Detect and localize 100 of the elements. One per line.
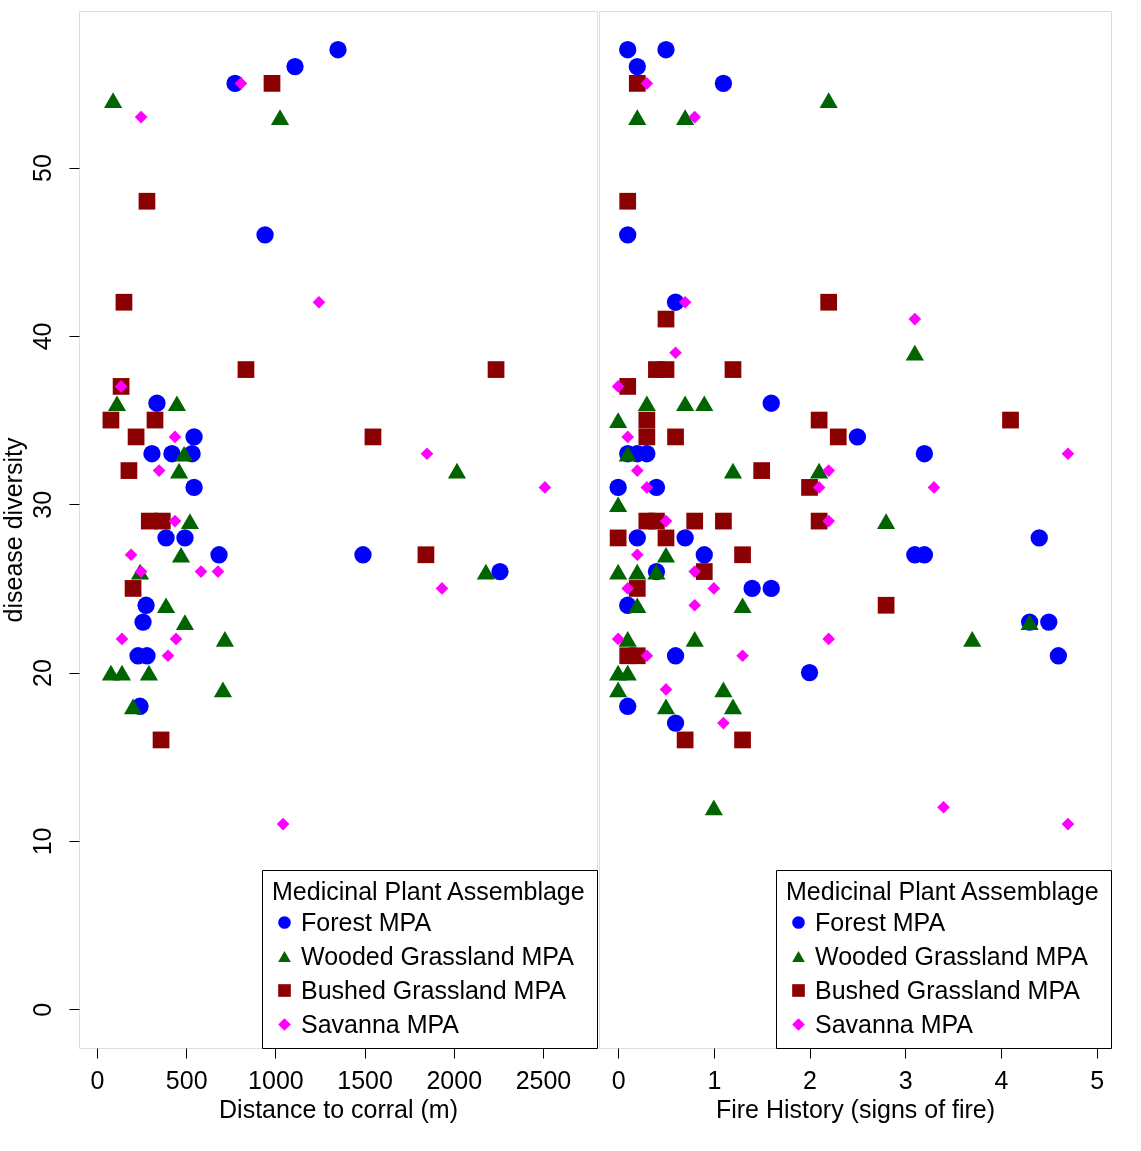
point <box>171 546 191 563</box>
point <box>628 109 647 125</box>
point <box>734 731 751 749</box>
x-tick-label: 1000 <box>248 1065 304 1094</box>
point <box>657 361 675 378</box>
point <box>115 293 133 311</box>
point <box>667 428 684 446</box>
point <box>822 514 836 528</box>
point <box>134 613 152 631</box>
legend-label: Wooded Grassland MPA <box>815 941 1089 970</box>
point <box>628 57 646 76</box>
point <box>753 462 771 479</box>
point <box>161 649 175 663</box>
point <box>215 631 234 647</box>
point <box>169 462 189 479</box>
point <box>915 445 934 463</box>
point <box>820 293 838 311</box>
point <box>609 478 627 497</box>
point <box>134 565 148 578</box>
point <box>447 462 467 479</box>
point <box>801 479 818 496</box>
point <box>736 649 749 663</box>
point <box>676 529 694 547</box>
point <box>102 411 120 429</box>
point <box>848 428 867 446</box>
point <box>609 529 627 547</box>
point <box>115 632 129 646</box>
x-tick-label: 2500 <box>515 1065 572 1094</box>
point <box>168 430 182 444</box>
point <box>905 344 924 361</box>
point <box>174 445 194 462</box>
point <box>669 346 682 360</box>
point <box>762 394 780 412</box>
point <box>621 582 635 595</box>
point <box>185 428 203 446</box>
point <box>124 580 142 597</box>
point <box>169 632 183 646</box>
point <box>657 41 675 59</box>
point <box>124 548 138 562</box>
point <box>704 799 723 816</box>
point <box>723 462 743 479</box>
legend-label: Forest MPA <box>815 907 946 936</box>
point <box>157 529 175 547</box>
x-tick-label: 3 <box>898 1065 913 1094</box>
point <box>688 565 702 578</box>
legend-label: Forest MPA <box>301 907 432 936</box>
point <box>819 92 838 109</box>
point <box>163 445 181 463</box>
point <box>877 513 896 529</box>
x-tick-label: 5 <box>1090 1065 1105 1094</box>
y-tick-label: 10 <box>27 827 56 856</box>
point <box>237 361 255 378</box>
point <box>1002 411 1019 429</box>
point <box>676 109 695 125</box>
point <box>822 632 836 646</box>
point <box>286 57 304 76</box>
point <box>127 428 145 446</box>
point <box>640 649 654 663</box>
point <box>611 380 625 393</box>
point <box>630 464 644 477</box>
point <box>123 698 143 715</box>
point <box>167 395 187 412</box>
point <box>194 565 208 578</box>
point <box>476 563 495 580</box>
point <box>1061 817 1075 831</box>
point <box>676 395 695 412</box>
point <box>491 562 509 581</box>
point <box>618 664 637 681</box>
point <box>270 109 290 125</box>
y-tick-label: 30 <box>27 490 56 519</box>
point <box>695 395 714 412</box>
point <box>420 447 434 461</box>
x-tick-label: 1500 <box>337 1065 393 1094</box>
point <box>676 731 694 749</box>
point <box>723 698 743 715</box>
point <box>659 683 673 696</box>
x-tick-label: 500 <box>165 1065 208 1094</box>
point <box>146 411 164 429</box>
point <box>714 681 733 698</box>
point <box>263 75 281 92</box>
x-tick-label: 2 <box>803 1065 817 1094</box>
legend-title: Medicinal Plant Assemblage <box>786 877 1099 905</box>
x-tick-label: 0 <box>90 1065 105 1094</box>
point <box>666 714 685 732</box>
x-tick-label: 2000 <box>426 1065 483 1094</box>
point <box>139 664 159 681</box>
point <box>618 631 637 647</box>
point <box>176 529 194 547</box>
point <box>134 110 148 124</box>
point <box>609 563 628 580</box>
point <box>619 697 637 715</box>
point <box>621 430 635 444</box>
point <box>628 563 647 580</box>
point <box>417 546 435 564</box>
point <box>829 428 847 446</box>
point <box>152 464 166 477</box>
point <box>175 614 195 630</box>
point <box>1040 613 1058 631</box>
point <box>619 192 637 210</box>
point <box>733 597 752 614</box>
